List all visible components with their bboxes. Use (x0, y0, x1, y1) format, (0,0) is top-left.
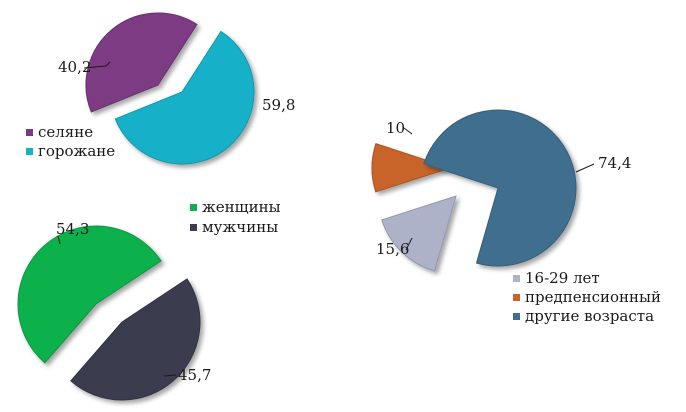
leader-line-мужчины (163, 374, 177, 377)
legend-swatch-горожане (26, 148, 33, 155)
data-label-предпенсионный: 10 (386, 119, 405, 137)
legend-swatch-селяне (26, 129, 33, 136)
pie-chart-3: 15,6 10 74,4 16-29 летпредпенсионныйдругие … (371, 109, 661, 325)
data-label-16-29-лет: 15,6 (376, 240, 409, 258)
legend-label-предпенсионный: предпенсионный (525, 288, 661, 306)
legend-swatch-другие-возраста (513, 313, 520, 320)
data-label-другие-возраста: 74,4 (598, 154, 631, 172)
slice-предпенсионный (371, 143, 452, 193)
legend-swatch-16-29-лет (513, 275, 520, 282)
slice-16-29-лет (381, 195, 457, 272)
legend-swatch-предпенсионный (513, 294, 520, 301)
slice-женщины (17, 225, 162, 364)
legend-label-другие-возраста: другие возраста (525, 307, 654, 325)
leader-line-другие-возраста (575, 163, 595, 173)
legend-swatch-мужчины (190, 224, 197, 231)
pie-chart-2: 54,3 45,7 женщины мужчины (17, 198, 281, 401)
data-label-мужчины: 45,7 (178, 366, 211, 384)
data-label-горожане: 59,8 (262, 96, 295, 114)
data-label-селяне: 40,2 (58, 58, 91, 76)
slice-мужчины (70, 278, 201, 401)
slice-селяне (85, 12, 198, 113)
leader-line-селяне (83, 61, 111, 69)
legend-label-мужчины: мужчины (202, 218, 278, 236)
data-label-женщины: 54,3 (56, 220, 89, 238)
legend-label-горожане: горожане (38, 142, 115, 160)
leader-line-16-29-лет (405, 237, 413, 251)
slice-горожане (114, 30, 255, 165)
legend-label-женщины: женщины (202, 198, 281, 216)
leader-line-женщины (57, 235, 61, 245)
slice-другие-возраста (423, 109, 577, 267)
legend-label-16-29-лет: 16-29 лет (525, 269, 600, 287)
leader-line-предпенсионный (403, 127, 413, 135)
legend-swatch-женщины (190, 204, 197, 211)
legend-label-селяне: селяне (38, 123, 93, 141)
